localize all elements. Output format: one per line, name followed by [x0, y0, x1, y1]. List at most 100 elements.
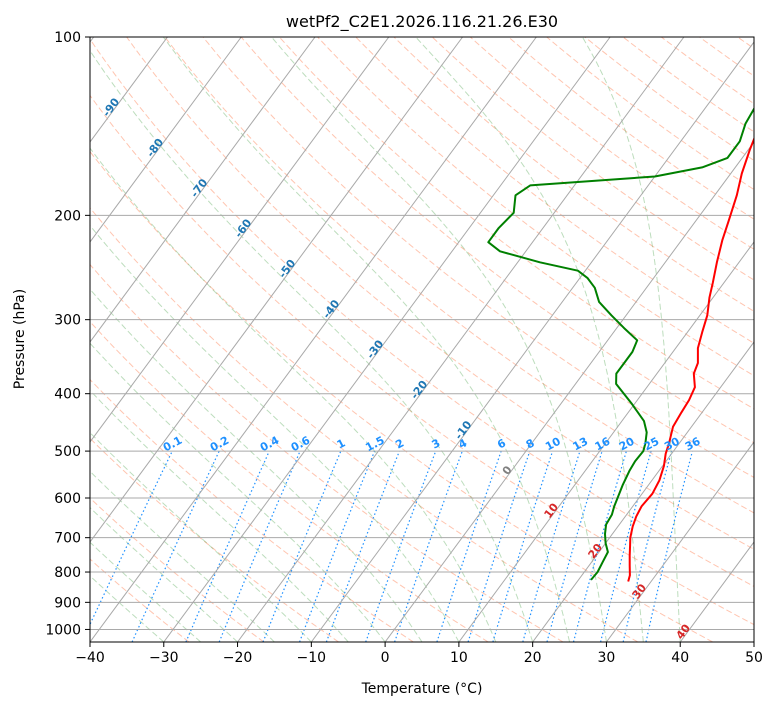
y-tick-label: 400 — [54, 387, 81, 403]
isotherm-grid-line — [384, 141, 754, 642]
dry-adiabat-line — [317, 37, 754, 377]
y-tick-label: 300 — [54, 313, 81, 329]
mixing-ratio-label: 25 — [642, 435, 662, 454]
moist-adiabat-line — [271, 37, 607, 642]
dry-adiabat-line — [126, 37, 754, 550]
mixing-ratio-line — [299, 450, 376, 642]
isotherm-label: -100 — [54, 52, 81, 82]
moist-adiabat-line — [90, 575, 165, 642]
dry-adiabat-line — [90, 207, 639, 642]
dry-adiabat-line — [622, 37, 754, 133]
moist-adiabat-line — [415, 37, 644, 642]
isotherm-label: 20 — [586, 541, 606, 561]
mixing-ratio-line — [622, 450, 673, 642]
isotherm-grid-line — [90, 37, 168, 143]
isotherm-label: -90 — [100, 95, 123, 119]
moist-adiabat-line — [581, 37, 681, 642]
moist-adiabat-line — [90, 431, 312, 642]
dry-adiabat-line — [393, 37, 754, 312]
moist-adiabat-line — [90, 224, 460, 642]
isotherm-label: -50 — [276, 257, 299, 281]
mixing-ratio-label: 13 — [571, 435, 591, 454]
isotherm-label: 40 — [674, 622, 694, 642]
plot-frame — [89, 36, 755, 643]
mixing-ratio-label: 10 — [543, 435, 563, 454]
moist-adiabats — [90, 37, 681, 642]
dry-adiabat-line — [660, 37, 754, 105]
y-tick-label: 500 — [54, 444, 81, 460]
mixing-ratio-line — [546, 450, 603, 642]
isotherm-label: -30 — [364, 337, 387, 361]
isotherm-grid-line — [458, 241, 754, 642]
mixing-ratio-line — [325, 450, 400, 642]
x-tick-label: 50 — [745, 650, 763, 666]
isotherm-grid-line — [753, 641, 754, 642]
x-axis-label: Temperature (°C) — [361, 681, 483, 697]
mixing-ratio-label: 16 — [593, 435, 613, 454]
mixing-ratio-line — [522, 450, 581, 642]
y-tick-label: 700 — [54, 531, 81, 547]
dry-adiabat-line — [240, 37, 754, 444]
mixing-ratio-label: 4 — [456, 436, 469, 451]
isotherm-grid-line — [90, 37, 390, 443]
isotherm-label: -60 — [232, 216, 255, 240]
isotherm-grid-line — [90, 37, 463, 543]
x-tick-label: 30 — [598, 650, 616, 666]
dry-adiabat-line — [202, 37, 754, 479]
moist-adiabat-line — [90, 342, 386, 642]
y-tick-label: 800 — [54, 565, 81, 581]
moist-adiabat-line — [90, 506, 238, 642]
x-tick-label: −30 — [149, 650, 179, 666]
x-tick-label: −20 — [223, 650, 253, 666]
moist-adiabat-line — [90, 541, 202, 642]
chart-title: wetPf2_C2E1.2026.116.21.26.E30 — [286, 12, 558, 32]
isotherm-grid-line — [90, 37, 242, 243]
dry-adiabat-line — [699, 37, 754, 77]
mixing-ratio-line — [90, 450, 173, 626]
dry-adiabat-line — [431, 37, 754, 281]
mixing-ratio-line — [218, 450, 301, 642]
mixing-ratio-line — [572, 450, 627, 642]
mixing-ratio-line — [262, 450, 342, 642]
isotherm-grid-line — [532, 341, 754, 642]
x-tick-label: 0 — [381, 650, 390, 666]
dry-adiabat-line — [90, 437, 339, 642]
isotherm-grid-line — [90, 37, 316, 343]
dry-adiabat-line — [355, 37, 754, 344]
y-tick-label: 600 — [54, 491, 81, 507]
mixing-ratio-label: 30 — [662, 435, 682, 454]
y-tick-label: 100 — [54, 30, 81, 46]
profiles — [487, 106, 754, 582]
isotherm-label: -70 — [188, 176, 211, 200]
dry-adiabat-line — [90, 150, 713, 642]
isotherm-grid-line — [237, 37, 685, 642]
mixing-ratio-line — [131, 450, 220, 642]
mixing-ratio-label: 2 — [393, 436, 406, 451]
dry-adiabat-line — [90, 497, 265, 642]
dry-adiabat-line — [584, 37, 754, 162]
moist-adiabat-line — [90, 49, 534, 642]
dewpoint-profile-line — [487, 106, 754, 581]
mixing-ratio-line — [492, 450, 554, 642]
isotherm-label: 30 — [630, 581, 650, 601]
isotherm-grid-line — [163, 37, 611, 642]
mixing-ratio-label: 20 — [617, 435, 637, 454]
isotherm-grid-line — [310, 41, 754, 642]
mixing-ratio-line — [185, 450, 270, 642]
x-axis: −40 −30 −20 −10 0 10 20 30 40 50 — [75, 642, 763, 666]
y-tick-label: 200 — [54, 208, 81, 224]
dry-adiabat-line — [90, 38, 754, 588]
dry-adiabat-line — [164, 37, 754, 514]
moist-adiabat-line — [90, 288, 423, 642]
dry-adiabat-line — [90, 378, 414, 642]
plot-area: -100-90-80-70-60-50-40-30-20-10010203040… — [54, 36, 755, 643]
mixing-ratio-line — [436, 450, 502, 642]
dry-adiabat-line — [508, 37, 754, 220]
moist-adiabat-line — [90, 389, 349, 642]
y-axis: 100 200 300 400 500 600 700 800 900 1000 — [45, 30, 90, 638]
moist-adiabat-line — [162, 37, 571, 642]
moist-adiabat-line — [90, 470, 275, 642]
mixing-ratio-line — [467, 450, 531, 642]
